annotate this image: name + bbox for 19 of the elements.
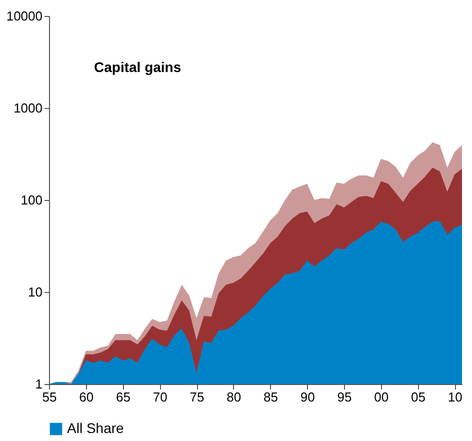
x-tick-label: 00 xyxy=(374,390,389,404)
x-tick-label: 90 xyxy=(300,390,315,404)
x-tick-label: 95 xyxy=(337,390,352,404)
x-tick-label: 85 xyxy=(264,390,278,404)
y-tick-label: 1000 xyxy=(14,100,42,116)
text: Capital gains xyxy=(94,59,182,75)
x-tick-label: 60 xyxy=(79,390,94,404)
x-tick-label: 55 xyxy=(42,390,57,404)
x-tick-label: 70 xyxy=(152,390,168,404)
x-tick-label: 75 xyxy=(190,390,204,404)
y-tick-label: 10 xyxy=(28,284,42,300)
y-tick-label: 1 xyxy=(35,376,42,392)
x-tick-label: 05 xyxy=(411,390,426,404)
y-tick-label: 100 xyxy=(20,192,42,208)
x-tick-label: 80 xyxy=(226,390,242,404)
legend-label: All Share xyxy=(67,420,124,436)
x-tick-label: 65 xyxy=(116,390,130,404)
y-tick-label: 10000 xyxy=(6,8,42,24)
x-tick-label: 10 xyxy=(448,390,462,404)
